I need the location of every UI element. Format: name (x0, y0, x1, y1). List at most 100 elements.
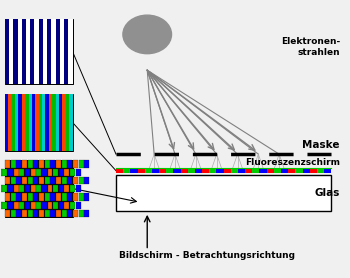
Bar (29, 94, 32, 152)
Bar (28, 160, 33, 168)
Bar (42, 94, 46, 152)
Text: Maske: Maske (302, 140, 340, 150)
Bar (39, 177, 44, 184)
Bar (26, 19, 30, 84)
Bar (35, 19, 39, 84)
Bar (274, 168, 281, 173)
Bar (2, 185, 7, 192)
Bar (2, 202, 7, 209)
Bar (76, 202, 81, 209)
Bar (64, 19, 68, 84)
Bar (16, 210, 21, 217)
Bar (45, 160, 50, 168)
Bar (32, 94, 35, 152)
Bar (62, 177, 66, 184)
Bar (42, 202, 47, 209)
Bar (0, 202, 2, 209)
Bar (11, 210, 16, 217)
Bar (78, 177, 84, 184)
Bar (5, 94, 72, 152)
Bar (224, 168, 231, 173)
Bar (5, 94, 8, 152)
Bar (53, 169, 58, 176)
Bar (5, 19, 9, 84)
Bar (5, 177, 10, 184)
Bar (62, 193, 66, 201)
Bar (64, 169, 69, 176)
Bar (25, 94, 29, 152)
Bar (2, 169, 7, 176)
Bar (8, 169, 13, 176)
Bar (288, 168, 295, 173)
Bar (12, 94, 15, 152)
Bar (53, 202, 58, 209)
Bar (22, 210, 27, 217)
Bar (70, 185, 75, 192)
Bar (35, 94, 39, 152)
Bar (59, 169, 64, 176)
Bar (45, 177, 50, 184)
Bar (302, 168, 310, 173)
Bar (5, 193, 10, 201)
Bar (76, 185, 81, 192)
Bar (231, 168, 238, 173)
Bar (73, 193, 78, 201)
Bar (69, 94, 72, 152)
Bar (59, 202, 64, 209)
Bar (52, 94, 56, 152)
Bar (324, 168, 331, 173)
Bar (8, 202, 13, 209)
Bar (70, 202, 75, 209)
Bar (145, 168, 152, 173)
Bar (47, 19, 51, 84)
Bar (16, 177, 21, 184)
Bar (11, 193, 16, 201)
Bar (14, 202, 19, 209)
Bar (56, 193, 61, 201)
Bar (0, 169, 2, 176)
Bar (39, 94, 42, 152)
Bar (46, 94, 49, 152)
Bar (73, 177, 78, 184)
Bar (18, 19, 22, 84)
Bar (25, 169, 30, 176)
Bar (25, 202, 30, 209)
Bar (56, 177, 61, 184)
Bar (14, 185, 19, 192)
Bar (36, 169, 41, 176)
Bar (33, 210, 38, 217)
Bar (209, 168, 216, 173)
Bar (166, 168, 173, 173)
Bar (56, 210, 61, 217)
Bar (252, 168, 259, 173)
Bar (317, 168, 324, 173)
Bar (33, 160, 38, 168)
Bar (19, 185, 24, 192)
Text: Fluoreszenzschirm: Fluoreszenzschirm (245, 158, 340, 167)
Bar (310, 168, 317, 173)
Bar (13, 19, 18, 84)
Circle shape (123, 15, 172, 54)
Bar (16, 160, 21, 168)
Bar (39, 19, 43, 84)
Bar (78, 210, 84, 217)
Bar (281, 168, 288, 173)
Bar (39, 210, 44, 217)
Bar (116, 175, 331, 210)
Bar (8, 94, 12, 152)
Bar (30, 202, 36, 209)
Bar (202, 168, 209, 173)
Bar (33, 193, 38, 201)
Bar (238, 168, 245, 173)
Bar (116, 168, 123, 173)
Bar (62, 160, 66, 168)
Bar (84, 210, 89, 217)
Bar (188, 168, 195, 173)
Bar (15, 94, 19, 152)
Bar (48, 169, 52, 176)
Bar (45, 210, 50, 217)
Bar (39, 160, 44, 168)
Text: Glas: Glas (315, 188, 340, 198)
Bar (259, 168, 267, 173)
Bar (56, 94, 59, 152)
